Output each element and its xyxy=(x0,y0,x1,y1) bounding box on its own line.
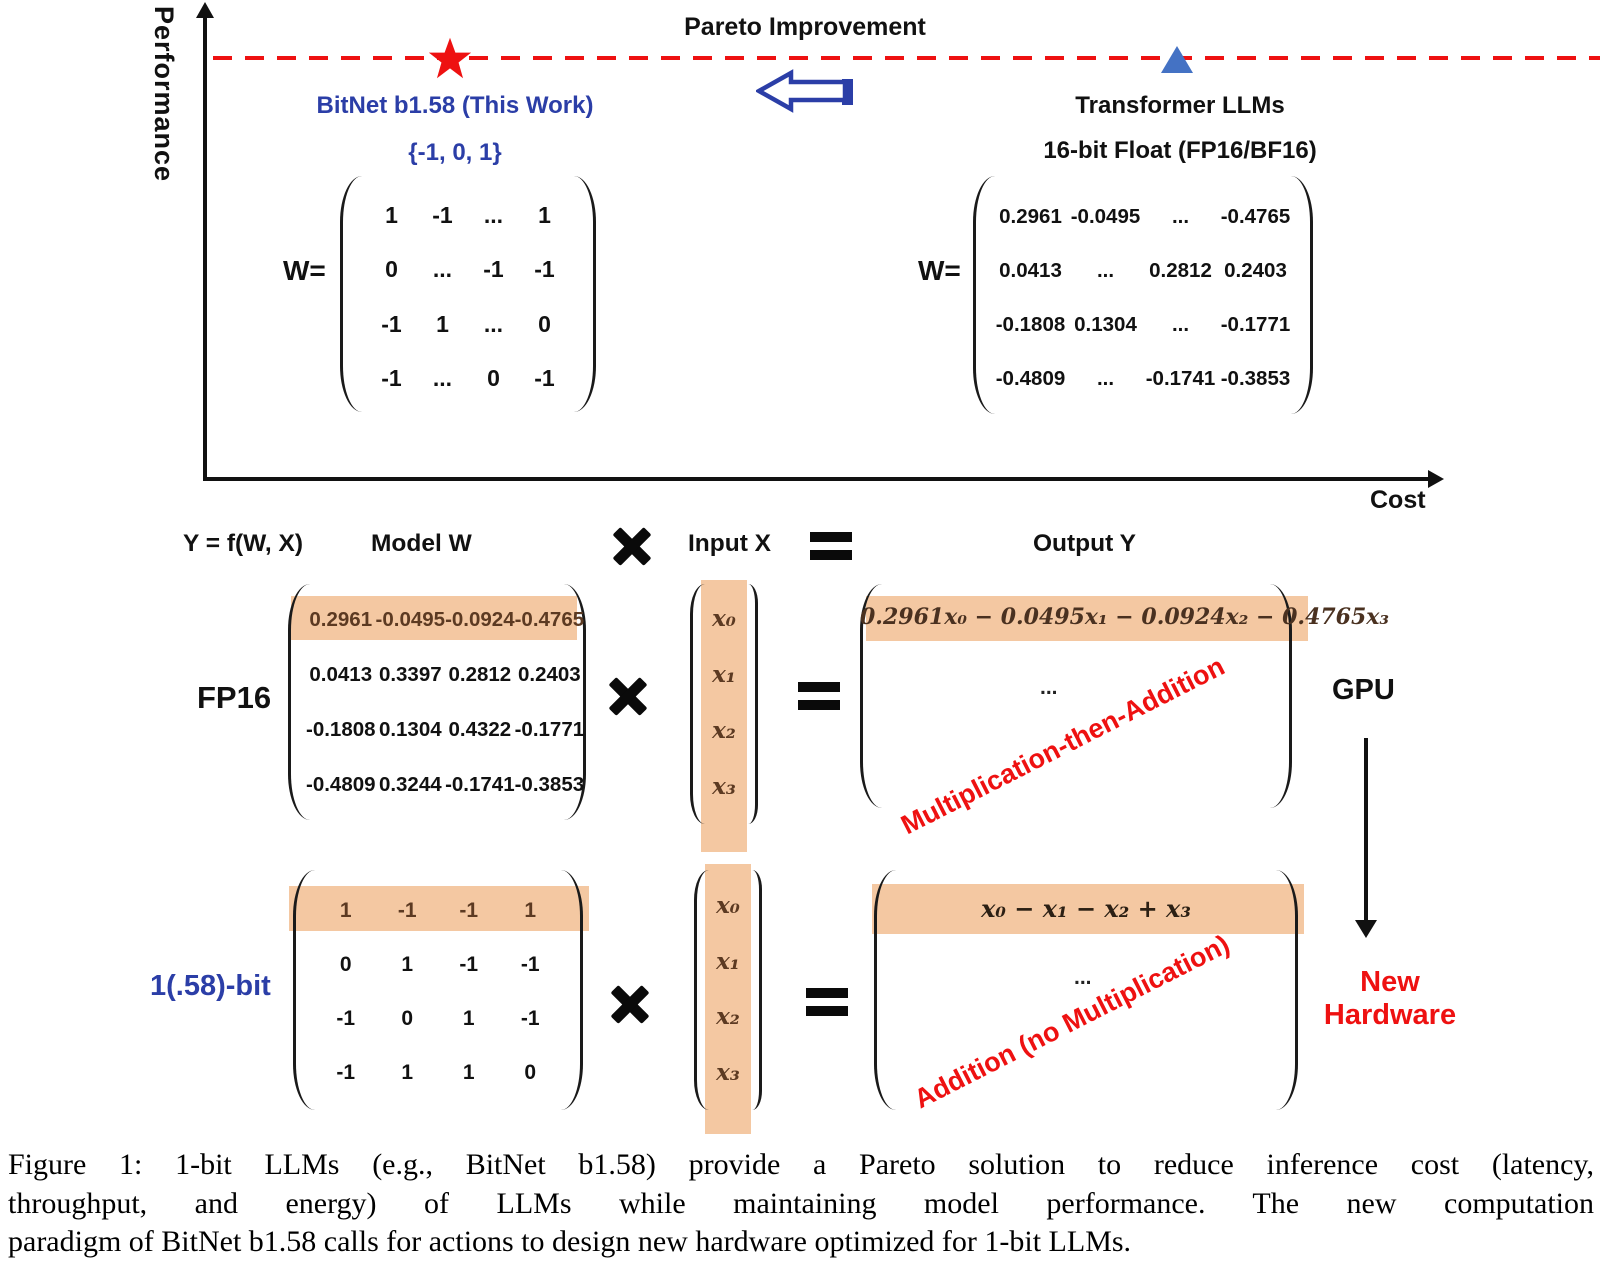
bitnet158-label: 1(.58)-bit xyxy=(150,970,271,1002)
input-vector-highlight xyxy=(705,864,751,1134)
right-bracket xyxy=(743,870,762,1110)
times-icon xyxy=(610,984,650,1024)
hardware-arrow-head-icon xyxy=(1355,920,1377,938)
fp16-annotation: Multiplication-then-Addition xyxy=(896,650,1230,841)
left-bracket xyxy=(694,870,713,1110)
times-icon xyxy=(612,526,652,566)
pareto-frontier-line xyxy=(213,56,1600,60)
bitnet158-annotation: Addition (no Multiplication) xyxy=(909,928,1235,1115)
left-bracket xyxy=(860,584,885,808)
transformer-weight-matrix: 0.2961 -0.0495... -0.4765 0.0413... 0.2812 0… xyxy=(973,176,1313,414)
x-axis-line xyxy=(203,477,1431,481)
right-bracket xyxy=(561,584,586,820)
input-x-label: Input X xyxy=(688,530,772,557)
transformer-w-label: W= xyxy=(918,255,961,286)
y-axis-label: Performance xyxy=(149,6,179,183)
hardware-arrow-line xyxy=(1364,738,1368,922)
output-row-highlight xyxy=(866,596,1308,641)
caption-line-3: paradigm of BitNet b1.58 calls for actio… xyxy=(8,1225,1132,1258)
equation-formula: Y = f(W, X) xyxy=(183,530,304,557)
figure-caption: Figure 1: 1-bit LLMs (e.g., BitNet b1.58… xyxy=(8,1146,1594,1262)
bitnet158-weight-matrix: 1 -1 -1 1 0 1 -1 -1 -1 0 1 -1 -1 1 1 0 xyxy=(289,870,589,1110)
left-bracket xyxy=(288,584,313,820)
caption-line-2: throughput, and energy) of LLMs while ma… xyxy=(8,1186,1594,1220)
right-bracket xyxy=(1288,176,1313,414)
x-axis-arrowhead-icon xyxy=(1428,470,1444,488)
bitnet158-input-vector: x₀ x₁ x₂ x₃ xyxy=(694,864,762,1134)
caption-line-1: Figure 1: 1-bit LLMs (e.g., BitNet b1.58… xyxy=(8,1148,1594,1181)
new-hardware-label: New Hardware xyxy=(1323,966,1457,1031)
bitnet158-row-highlight xyxy=(289,886,589,931)
transformer-point-label: Transformer LLMs xyxy=(1075,92,1285,119)
bitnet158-output-expression: x₀ − x₁ − x₂ + x₃ xyxy=(981,894,1191,923)
output-y-label: Output Y xyxy=(1033,530,1136,557)
bitnet-w-label: W= xyxy=(283,255,326,286)
pareto-title: Pareto Improvement xyxy=(684,13,926,41)
transformer-precision-label: 16-bit Float (FP16/BF16) xyxy=(1043,137,1317,164)
triangle-icon xyxy=(1161,46,1193,73)
equals-icon xyxy=(798,682,840,710)
left-bracket xyxy=(973,176,998,414)
x-axis-label: Cost xyxy=(1370,486,1426,514)
bitnet-weight-matrix: 1 -1... 1 0... -1 -1 -1 1... 0 -1... 0 -1 xyxy=(340,176,596,412)
ellipsis: ... xyxy=(1074,966,1092,989)
y-axis-line xyxy=(203,14,207,480)
bitnet158-output-matrix: x₀ − x₁ − x₂ + x₃ ... Addition (no Multi… xyxy=(872,870,1304,1114)
right-bracket xyxy=(739,584,758,824)
left-bracket xyxy=(340,176,365,412)
ellipsis: ... xyxy=(1040,676,1058,699)
fp16-weight-matrix: 0.2961 -0.0495 -0.0924 -0.4765 0.0413 0.3397… xyxy=(288,584,586,820)
right-bracket xyxy=(558,870,583,1110)
bitnet-weights-set: {-1, 0, 1} xyxy=(408,139,502,166)
fp16-input-vector: x₀ x₁ x₂ x₃ xyxy=(690,580,758,852)
model-w-label: Model W xyxy=(371,530,472,557)
bitnet-point-label: BitNet b1.58 (This Work) xyxy=(316,92,594,119)
y-axis-arrowhead-icon xyxy=(196,2,214,18)
fp16-label: FP16 xyxy=(197,680,272,715)
left-bracket xyxy=(690,584,709,824)
star-icon xyxy=(428,37,472,79)
left-bracket xyxy=(874,870,899,1110)
left-bracket xyxy=(293,870,318,1110)
pareto-left-arrow-icon xyxy=(756,69,853,113)
input-vector-highlight xyxy=(701,580,747,852)
equals-icon xyxy=(810,532,852,560)
fp16-row-highlight xyxy=(291,596,577,640)
fp16-output-matrix: 0.2961x₀ − 0.0495x₁ − 0.0924x₂ − 0.4765x… xyxy=(860,584,1390,840)
equals-icon xyxy=(806,988,848,1016)
times-icon xyxy=(608,676,648,716)
output-row-highlight xyxy=(872,884,1304,934)
right-bracket xyxy=(1273,870,1298,1110)
fp16-output-expression: 0.2961x₀ − 0.0495x₁ − 0.0924x₂ − 0.4765x… xyxy=(860,604,1390,630)
right-bracket xyxy=(1267,584,1292,808)
right-bracket xyxy=(571,176,596,412)
gpu-label: GPU xyxy=(1332,674,1395,706)
